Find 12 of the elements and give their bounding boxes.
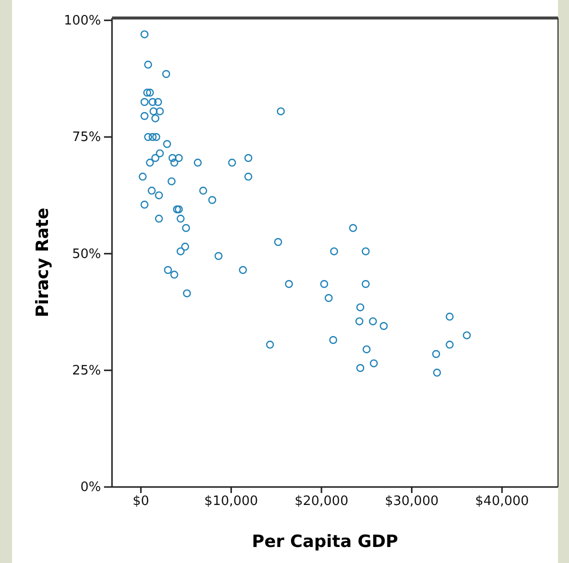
x-tick-label: $0	[132, 494, 150, 510]
x-tick-label: $10,000	[204, 494, 258, 510]
y-tick-label: 0%	[80, 480, 101, 496]
x-tick-label: $40,000	[475, 494, 529, 510]
x-tick-label: $30,000	[384, 494, 439, 510]
y-tick-label: 100%	[64, 13, 101, 28]
y-tick-label: 75%	[72, 130, 101, 146]
y-tick-label: 25%	[72, 363, 101, 378]
y-axis-title: Piracy Rate	[33, 208, 53, 318]
x-axis-title: Per Capita GDP	[252, 532, 398, 552]
x-tick-label: $20,000	[294, 494, 348, 510]
y-tick-label: 50%	[72, 246, 101, 262]
